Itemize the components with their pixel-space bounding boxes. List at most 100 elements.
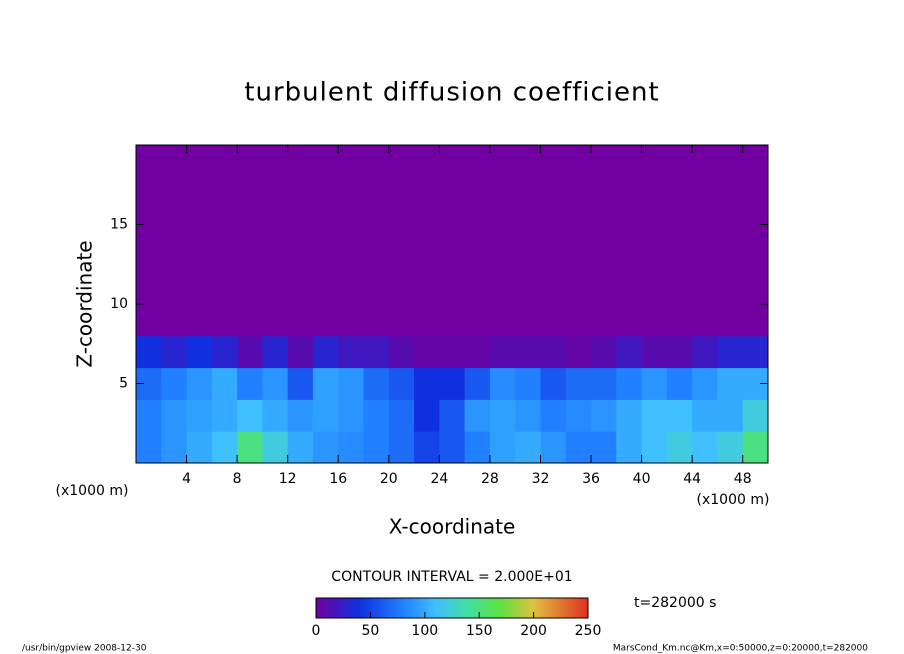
cell [287, 431, 314, 464]
cell [414, 272, 440, 305]
cell [489, 335, 516, 369]
cell [312, 145, 339, 178]
colorbar-tick-label: 150 [466, 623, 493, 639]
cell [262, 208, 289, 241]
cell [515, 431, 541, 464]
cell [186, 208, 213, 241]
cell [515, 145, 541, 178]
cell [439, 431, 466, 464]
cell [692, 240, 718, 273]
cell [540, 208, 567, 241]
x-unit: (x1000 m) [56, 483, 129, 499]
cell [388, 272, 415, 305]
cell [186, 335, 213, 369]
cell [641, 335, 668, 369]
cell [363, 304, 390, 337]
cell [489, 208, 516, 241]
cell [464, 272, 491, 305]
cell [464, 304, 491, 337]
cell [186, 145, 213, 178]
cell [591, 208, 617, 241]
cell [161, 176, 188, 210]
cell [464, 335, 491, 369]
cell [666, 176, 693, 210]
cell [591, 240, 617, 273]
x-axis-label: X-coordinate [389, 515, 516, 539]
cell [742, 272, 769, 305]
cell [338, 367, 365, 400]
cell [262, 304, 289, 337]
cell [489, 176, 516, 210]
cell [540, 399, 567, 432]
cell [591, 367, 617, 400]
cell [439, 367, 466, 400]
cell [666, 145, 693, 178]
cell [540, 272, 567, 305]
cell [262, 367, 289, 400]
cell [287, 399, 314, 432]
cell [742, 240, 769, 273]
cell [136, 304, 162, 337]
cell [287, 145, 314, 178]
cell [616, 272, 643, 305]
cell [489, 399, 516, 432]
cell [591, 335, 617, 369]
cell [489, 304, 516, 337]
cell [565, 335, 592, 369]
cell [565, 367, 592, 400]
cell [591, 176, 617, 210]
cell [388, 240, 415, 273]
cell [666, 272, 693, 305]
cell [692, 335, 718, 369]
cell [414, 208, 440, 241]
cell [641, 431, 668, 464]
cell [161, 367, 188, 400]
cell [565, 240, 592, 273]
cell [540, 145, 567, 178]
colorbar-tick-label: 0 [312, 623, 321, 639]
cell [363, 335, 390, 369]
cell [363, 176, 390, 210]
cell [237, 367, 263, 400]
cell [136, 335, 162, 369]
x-tick-label: 12 [279, 471, 297, 487]
cell [717, 240, 744, 273]
cell [414, 431, 440, 464]
cell [262, 431, 289, 464]
cell [666, 304, 693, 337]
cell [464, 399, 491, 432]
cell [692, 304, 718, 337]
cell [489, 145, 516, 178]
cell [439, 399, 466, 432]
cell [565, 399, 592, 432]
cell [312, 304, 339, 337]
colorbar-tick-label: 50 [361, 623, 379, 639]
x-tick-label: 8 [233, 471, 242, 487]
cell [742, 335, 769, 369]
cell [616, 399, 643, 432]
cell [312, 208, 339, 241]
x-tick-label: 4 [182, 471, 191, 487]
cell [439, 304, 466, 337]
cell [211, 176, 238, 210]
cell [287, 367, 314, 400]
cell [312, 176, 339, 210]
x-tick-label: 40 [633, 471, 651, 487]
cell [211, 335, 238, 369]
cell [186, 272, 213, 305]
cell [338, 431, 365, 464]
cell [616, 335, 643, 369]
cell [692, 208, 718, 241]
cell [464, 176, 491, 210]
cell [515, 335, 541, 369]
cell [161, 208, 188, 241]
cell [136, 145, 162, 178]
cell [414, 335, 440, 369]
footer-right: MarsCond_Km.nc@Km,x=0:50000,z=0:20000,t=… [613, 644, 868, 654]
cell [237, 240, 263, 273]
cell [363, 367, 390, 400]
x-tick-label: 16 [329, 471, 347, 487]
colorbar-tick-label: 200 [520, 623, 547, 639]
cell [312, 335, 339, 369]
cell [515, 208, 541, 241]
